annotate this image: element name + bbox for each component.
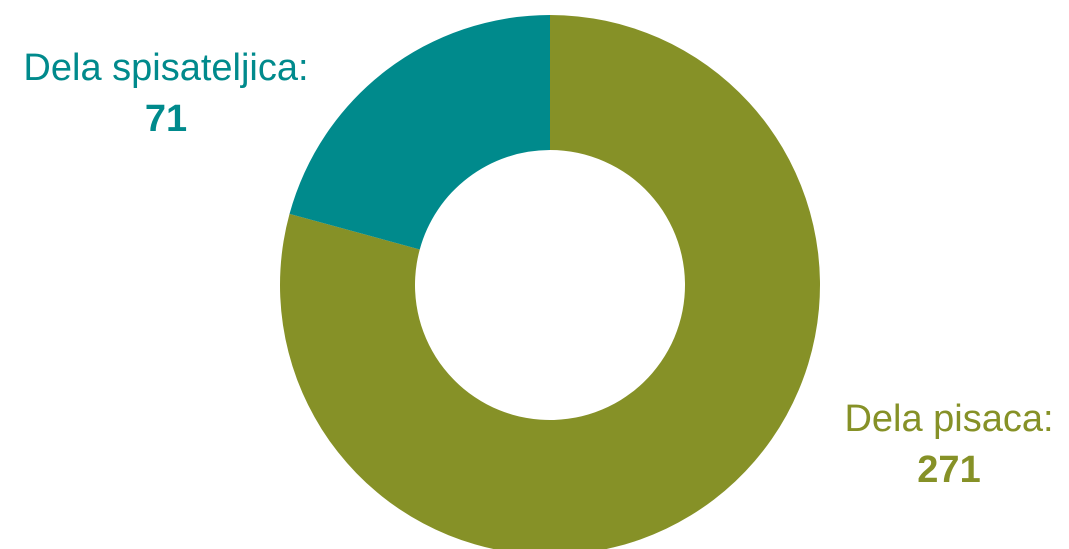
donut-slices — [280, 15, 820, 549]
slice-dela-pisaca — [280, 15, 820, 549]
label-name-dela-spisateljica: Dela spisateljica: — [23, 47, 309, 89]
slice-dela-spisateljica — [289, 15, 550, 250]
label-value-dela-pisaca: 271 — [917, 449, 981, 491]
label-value-dela-spisateljica: 71 — [144, 98, 188, 140]
label-name-dela-pisaca: Dela pisaca: — [844, 398, 1054, 440]
label-dela-spisateljica: Dela spisateljica: 71 — [0, 42, 332, 144]
label-dela-pisaca: Dela pisaca: 271 — [835, 393, 1063, 495]
